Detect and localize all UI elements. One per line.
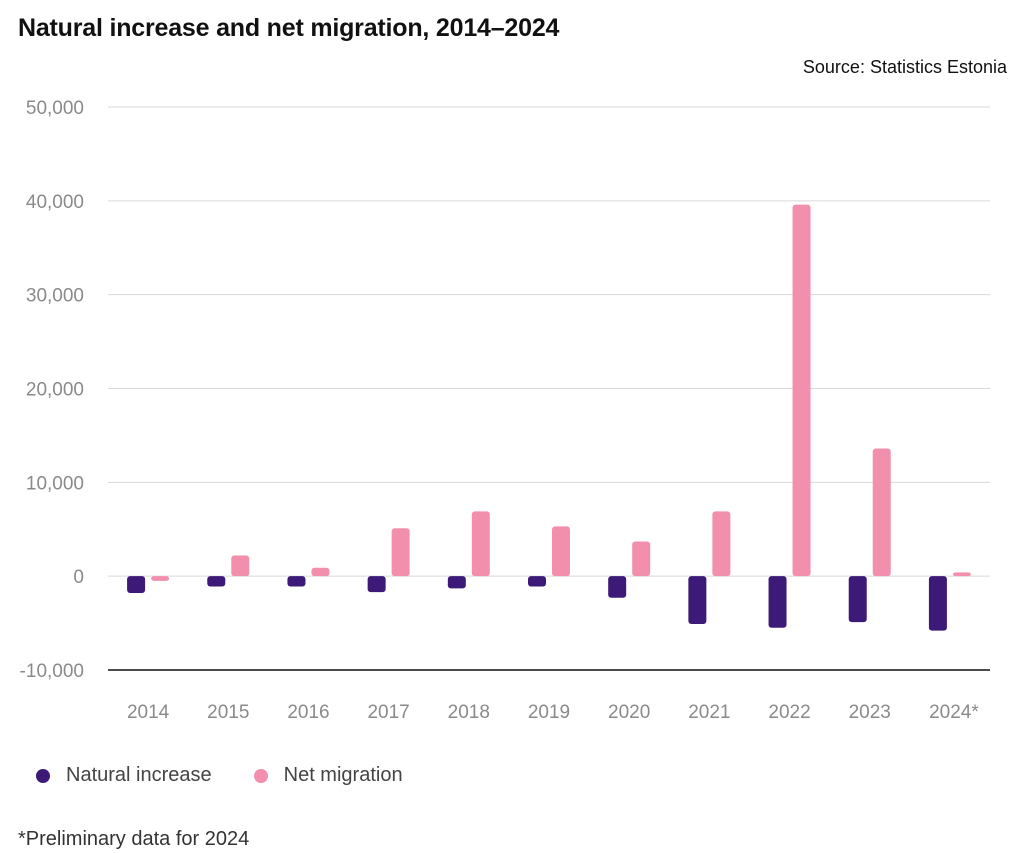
bar-natural-increase-2017[interactable]: [367, 576, 386, 593]
legend-marker-natural-increase: [36, 768, 50, 783]
x-tick-label: 2016: [287, 702, 329, 723]
bar-natural-increase-2019[interactable]: [528, 576, 546, 587]
x-tick-label: 2015: [207, 702, 249, 723]
legend-label-net-migration: Net migration: [283, 764, 403, 786]
x-tick-label: 2023: [849, 702, 891, 723]
y-tick-label: 20,000: [26, 380, 84, 401]
x-tick-label: 2018: [448, 702, 490, 723]
bar-net-migration-2023[interactable]: [872, 448, 891, 577]
bar-net-migration-2019[interactable]: [552, 526, 570, 577]
x-tick-label: 2022: [768, 702, 810, 723]
bar-natural-increase-2022[interactable]: [768, 576, 787, 628]
bar-net-migration-2014[interactable]: [151, 576, 170, 581]
bar-net-migration-2018[interactable]: [471, 511, 490, 577]
bar-net-migration-2024[interactable]: [952, 572, 971, 577]
bar-natural-increase-2020[interactable]: [608, 576, 627, 598]
legend-item-natural-increase[interactable]: Natural increase: [36, 764, 212, 787]
y-tick-label: 50,000: [26, 98, 84, 119]
chart-title: Natural increase and net migration, 2014…: [18, 14, 560, 42]
bar-natural-increase-2014[interactable]: [127, 576, 146, 594]
bar-natural-increase-2018[interactable]: [447, 576, 466, 589]
gridlines: [108, 106, 990, 671]
bar-net-migration-2015[interactable]: [231, 555, 250, 577]
x-tick-label: 2020: [608, 702, 650, 723]
legend-marker-net-migration: [253, 768, 268, 783]
chart-plot: 50,000 40,000 30,000 20,000 10,000 0 -10,000 2…: [20, 98, 990, 723]
bar-natural-increase-2021[interactable]: [688, 576, 707, 625]
bar-net-migration-2017[interactable]: [391, 528, 410, 577]
y-tick-label: 40,000: [26, 192, 84, 213]
bar-net-migration-2021[interactable]: [712, 511, 731, 577]
bar-natural-increase-2015[interactable]: [207, 576, 226, 587]
x-tick-label: 2017: [367, 702, 409, 723]
legend-item-net-migration[interactable]: Net migration: [253, 764, 403, 787]
legend-label-natural-increase: Natural increase: [66, 764, 212, 786]
footnote: *Preliminary data for 2024: [18, 828, 250, 850]
y-tick-label: 10,000: [26, 473, 84, 494]
bar-net-migration-2020[interactable]: [632, 541, 651, 577]
y-tick-label: 0: [73, 567, 84, 588]
bar-natural-increase-2024[interactable]: [928, 576, 947, 631]
y-axis-ticks: 50,000 40,000 30,000 20,000 10,000 0 -10,000: [20, 98, 84, 682]
y-tick-label: 30,000: [26, 286, 84, 307]
legend: Natural increase Net migration: [36, 764, 445, 787]
chart-source: Source: Statistics Estonia: [802, 57, 1007, 77]
bar-net-migration-2022[interactable]: [792, 204, 811, 577]
x-tick-label: 2019: [528, 702, 570, 723]
bar-net-migration-2016[interactable]: [311, 567, 330, 577]
y-tick-label: -10,000: [20, 661, 84, 682]
x-tick-label: 2021: [688, 702, 730, 723]
x-tick-label: 2014: [127, 702, 170, 723]
bar-natural-increase-2016[interactable]: [287, 576, 306, 587]
bars: [127, 204, 971, 631]
bar-natural-increase-2023[interactable]: [848, 576, 867, 623]
x-axis-ticks: 2014 2015 2016 2017 2018 2019 2020 2021 2022 2023…: [127, 702, 979, 723]
x-tick-label: 2024*: [929, 702, 979, 723]
